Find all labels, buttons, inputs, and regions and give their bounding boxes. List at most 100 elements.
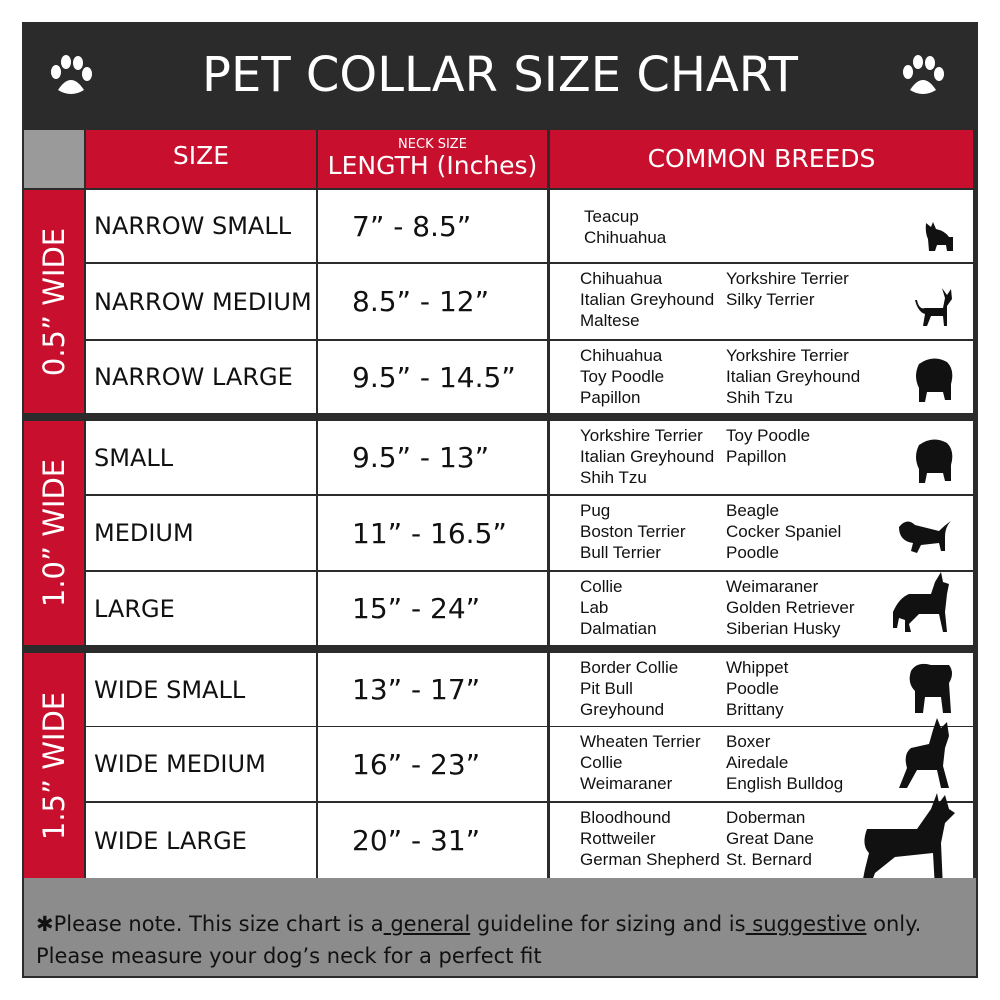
breed-name: Papillon — [580, 388, 641, 407]
footer-note: ✱Please note. This size chart is a gener… — [24, 878, 976, 976]
breeds-cell: Teacup Chihuahua — [550, 190, 973, 262]
pomeranian-silhouette-icon — [913, 356, 955, 409]
breed-name: Boxer — [726, 732, 771, 751]
breed-name: Siberian Husky — [726, 619, 841, 638]
breed-name: Italian Greyhound — [580, 447, 715, 466]
size-cell: NARROW SMALL — [86, 190, 316, 262]
breeds-cell: Yorkshire Terrier Italian Greyhound Shih T… — [550, 421, 973, 494]
doberman-silhouette-icon — [855, 793, 955, 898]
length-cell: 8.5” - 12” — [318, 264, 547, 339]
breed-name: Poodle — [726, 543, 779, 562]
breed-name: Cocker Spaniel — [726, 522, 842, 541]
breed-column: Toy Poodle Papillon — [726, 425, 810, 467]
yorkie-silhouette-icon — [923, 219, 955, 258]
size-cell: WIDE SMALL — [86, 653, 316, 726]
size-chart: PET COLLAR SIZE CHART SIZE NECK SIZE LEN… — [22, 22, 978, 978]
length-cell: 9.5” - 14.5” — [318, 341, 547, 413]
breed-name: Pug — [580, 501, 611, 520]
breed-name: Lab — [580, 598, 609, 617]
breed-name: Great Dane — [726, 829, 814, 848]
breed-name: Beagle — [726, 501, 779, 520]
breeds-cell: Border Collie Pit Bull Greyhound Whippet Poo… — [550, 653, 973, 726]
size-cell: MEDIUM — [86, 496, 316, 570]
breed-name: Rottweiler — [580, 829, 656, 848]
size-cell: SMALL — [86, 421, 316, 494]
breed-column: Yorkshire Terrier Italian Greyhound Shih T… — [726, 345, 860, 408]
chihuahua-silhouette-icon — [915, 286, 955, 335]
breed-column: Boxer Airedale English Bulldog — [726, 731, 843, 794]
length-cell: 15” - 24” — [318, 572, 547, 645]
group-label: 1.0” WIDE — [24, 421, 84, 645]
breeds-cell: Collie Lab Dalmatian Weimaraner Golden Retri… — [550, 572, 973, 645]
breeds-cell: Chihuahua Italian Greyhound Maltese Yorkshi… — [550, 264, 973, 339]
group-label-text: 1.5” WIDE — [37, 691, 71, 840]
length-cell: 9.5” - 13” — [318, 421, 547, 494]
breeds-cell: Bloodhound Rottweiler German Shepherd Dober… — [550, 793, 973, 889]
breed-name: Chihuahua — [580, 269, 663, 288]
breed-column: Weimaraner Golden Retriever Siberian Husky — [726, 576, 855, 639]
breed-name: Whippet — [726, 658, 789, 677]
breed-name: Toy Poodle — [726, 426, 811, 445]
breed-name: Airedale — [726, 753, 789, 772]
breed-name: Italian Greyhound — [726, 367, 861, 386]
breed-name: Silky Terrier — [726, 290, 815, 309]
breed-name: Weimaraner — [726, 577, 819, 596]
length-cell: 7” - 8.5” — [318, 190, 547, 262]
breed-name: Golden Retriever — [726, 598, 855, 617]
length-cell: 13” - 17” — [318, 653, 547, 726]
breed-column: Wheaten Terrier Collie Weimaraner — [580, 731, 701, 794]
breed-name: Teacup — [584, 207, 639, 226]
breed-column: Border Collie Pit Bull Greyhound — [580, 657, 678, 720]
breed-column: Beagle Cocker Spaniel Poodle — [726, 500, 841, 563]
breed-name: Boston Terrier — [580, 522, 686, 541]
breed-name: Maltese — [580, 311, 640, 330]
size-cell: LARGE — [86, 572, 316, 645]
length-cell: 11” - 16.5” — [318, 496, 547, 570]
breed-name: Yorkshire Terrier — [580, 426, 703, 445]
breed-name: Pit Bull — [580, 679, 633, 698]
breed-name: Toy Poodle — [580, 367, 665, 386]
breed-name: German Shepherd — [580, 850, 720, 869]
size-cell: NARROW LARGE — [86, 341, 316, 413]
breed-name: English Bulldog — [726, 774, 844, 793]
size-cell: WIDE LARGE — [86, 803, 316, 878]
group-label-text: 0.5” WIDE — [37, 227, 71, 376]
breed-column: Chihuahua Toy Poodle Papillon — [580, 345, 664, 408]
header-breeds: COMMON BREEDS — [550, 130, 973, 188]
breed-name: Chihuahua — [584, 228, 667, 247]
breed-name: Shih Tzu — [726, 388, 793, 407]
breed-column: Whippet Poodle Brittany — [726, 657, 788, 720]
breed-column: Chihuahua Italian Greyhound Maltese — [580, 268, 714, 331]
size-cell: WIDE MEDIUM — [86, 727, 316, 801]
breed-name: Doberman — [726, 808, 806, 827]
breeds-cell: Wheaten Terrier Collie Weimaraner Boxer Aire… — [550, 718, 973, 801]
breed-name: Italian Greyhound — [580, 290, 715, 309]
header-neck-size: NECK SIZE — [398, 137, 467, 152]
breed-name: Weimaraner — [580, 774, 673, 793]
group-label: 0.5” WIDE — [24, 190, 84, 413]
paw-print-icon — [51, 55, 92, 94]
breed-column: Doberman Great Dane St. Bernard — [726, 807, 814, 870]
breed-column: Yorkshire Terrier Silky Terrier — [726, 268, 849, 310]
breed-column: Yorkshire Terrier Italian Greyhound Shih T… — [580, 425, 714, 488]
header-size: SIZE — [86, 130, 316, 188]
header-length-label: LENGTH (Inches) — [327, 151, 538, 180]
header-length: NECK SIZE LENGTH (Inches) — [318, 130, 547, 188]
chart-title: PET COLLAR SIZE CHART — [202, 47, 798, 103]
breed-name: Border Collie — [580, 658, 679, 677]
breed-name: Dalmatian — [580, 619, 657, 638]
pitbull-silhouette-icon — [893, 718, 955, 797]
note-text: guideline for sizing and is — [470, 912, 746, 936]
breed-name: Shih Tzu — [580, 468, 647, 487]
breed-name: Bloodhound — [580, 808, 671, 827]
breed-name: St. Bernard — [726, 850, 812, 869]
breed-column: Teacup Chihuahua — [584, 206, 666, 248]
size-cell: NARROW MEDIUM — [86, 264, 316, 339]
breed-name: Greyhound — [580, 700, 665, 719]
group-label: 1.5” WIDE — [24, 653, 84, 878]
note-text: ✱Please note. This size chart is a — [36, 912, 384, 936]
breeds-cell: Pug Boston Terrier Bull Terrier Beagle Cocke… — [550, 496, 973, 570]
breed-name: Collie — [580, 577, 623, 596]
breed-column: Collie Lab Dalmatian — [580, 576, 657, 639]
group-label-text: 1.0” WIDE — [37, 458, 71, 608]
